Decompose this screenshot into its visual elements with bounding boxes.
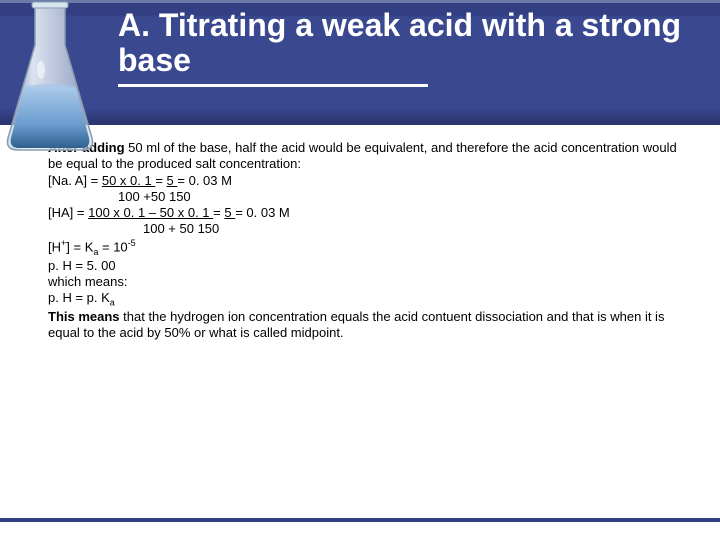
footer-line [0,518,720,522]
line-1: After adding 50 ml of the base, half the… [48,140,688,173]
slide-title: A. Titrating a weak acid with a strong b… [118,8,698,78]
line-2: [Na. A] = 50 x 0. 1 = 5 = 0. 03 M [48,173,688,189]
slide-body: After adding 50 ml of the base, half the… [48,140,688,342]
line-3: 100 +50 150 [48,189,688,205]
line-10-bold: This means [48,309,120,324]
line-10: This means that the hydrogen ion concent… [48,309,688,342]
flask-illustration [0,0,105,155]
line-9: p. H = p. Ka [48,290,688,309]
line-10-text: that the hydrogen ion concentration equa… [48,309,664,340]
line-1-text: 50 ml of the base, half the acid would b… [48,140,677,171]
title-underline [118,84,428,87]
line-7: p. H = 5. 00 [48,258,688,274]
line-8: which means: [48,274,688,290]
line-5: 100 + 50 150 [48,221,688,237]
line-6: [H+] = Ka = 10-5 [48,238,688,258]
line-4: [HA] = 100 x 0. 1 – 50 x 0. 1 = 5 = 0. 0… [48,205,688,221]
